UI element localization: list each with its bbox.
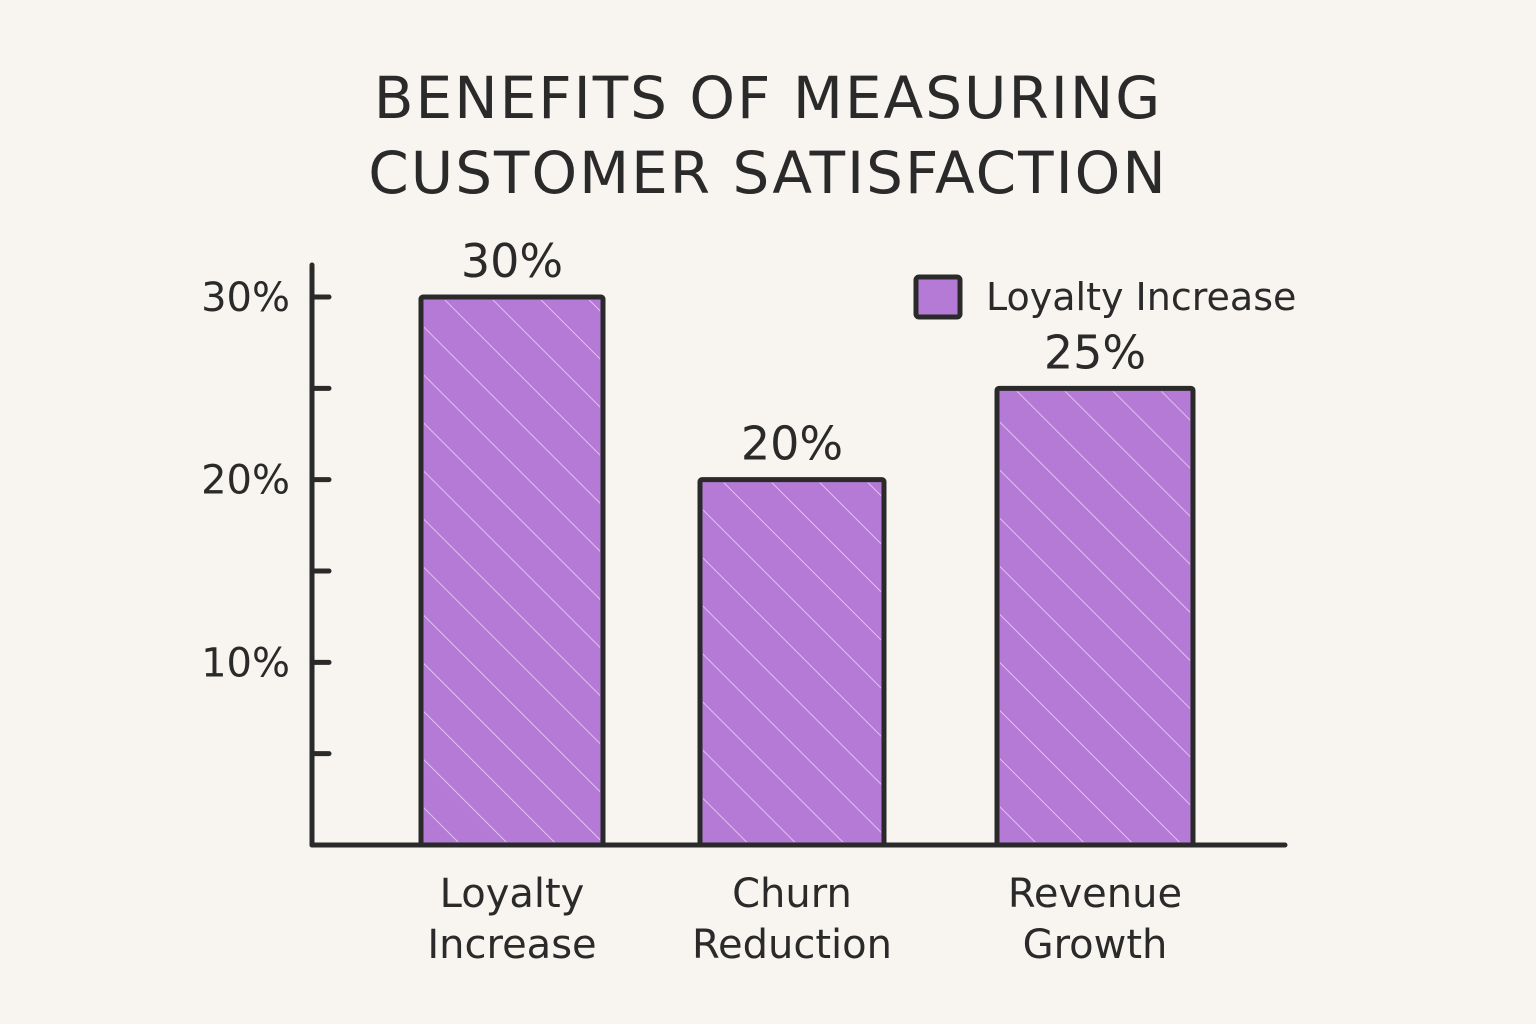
y-tick-label: 30% <box>201 275 290 321</box>
data-label: 30% <box>461 234 563 288</box>
legend-label: Loyalty Increase <box>986 275 1296 319</box>
chart-title-line-2: CUSTOMER SATISFACTION <box>368 139 1167 207</box>
x-tick-label: Increase <box>427 922 596 968</box>
data-label: 25% <box>1044 325 1146 379</box>
x-tick-label: Growth <box>1023 922 1168 968</box>
chart-title-line-1: BENEFITS OF MEASURING <box>374 64 1162 132</box>
y-tick-label: 20% <box>201 458 290 504</box>
x-tick-label: Loyalty <box>440 871 585 917</box>
x-tick-label: Reduction <box>692 922 892 968</box>
x-tick-label: Revenue <box>1008 871 1182 917</box>
x-tick-label: Churn <box>732 871 852 917</box>
legend-swatch <box>913 274 963 320</box>
legend: Loyalty Increase <box>913 274 1296 320</box>
y-tick-label: 10% <box>201 640 290 686</box>
bar-hatch <box>424 300 600 842</box>
bar-hatch <box>703 482 881 842</box>
bar-hatch <box>1000 391 1190 842</box>
data-label: 20% <box>741 417 843 471</box>
